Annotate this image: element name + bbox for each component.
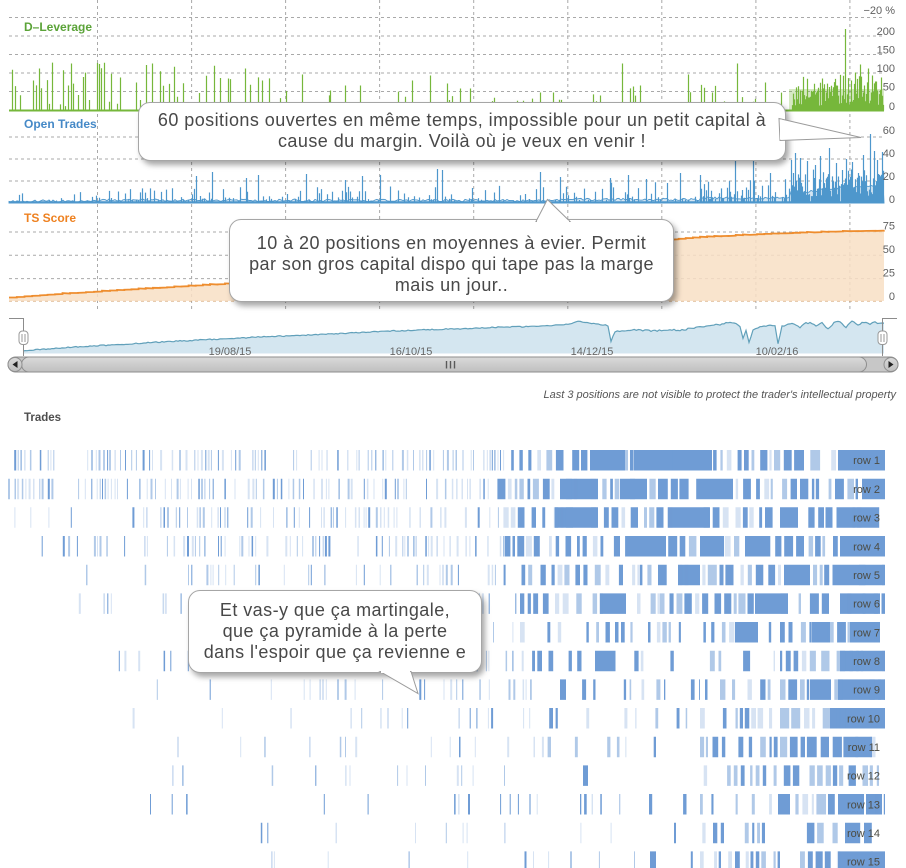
svg-text:row 6: row 6: [853, 599, 880, 611]
svg-text:row 12: row 12: [847, 771, 880, 783]
svg-text:0: 0: [889, 291, 895, 303]
svg-text:50: 50: [883, 82, 895, 94]
svg-text:100: 100: [877, 63, 895, 75]
svg-text:10/02/16: 10/02/16: [756, 346, 799, 358]
svg-text:row 11: row 11: [848, 742, 880, 754]
svg-text:75: 75: [883, 221, 895, 233]
svg-text:row 1: row 1: [853, 455, 880, 467]
svg-text:D–Leverage: D–Leverage: [24, 20, 92, 34]
svg-text:0: 0: [889, 101, 895, 113]
svg-text:16/10/15: 16/10/15: [390, 346, 433, 358]
svg-text:row 15: row 15: [847, 857, 880, 868]
svg-text:row 9: row 9: [853, 685, 880, 697]
svg-text:Open Trades: Open Trades: [24, 117, 97, 131]
svg-text:row 5: row 5: [853, 570, 880, 582]
svg-text:50: 50: [883, 244, 895, 256]
svg-text:0: 0: [889, 194, 895, 206]
svg-text:row 4: row 4: [853, 541, 880, 553]
svg-text:−20 %: −20 %: [864, 5, 896, 17]
svg-text:TS Score: TS Score: [24, 211, 76, 225]
svg-text:20: 20: [883, 171, 895, 183]
svg-text:60: 60: [883, 125, 895, 137]
svg-text:150: 150: [877, 45, 895, 57]
svg-text:14/12/15: 14/12/15: [571, 346, 614, 358]
svg-text:row 14: row 14: [847, 828, 880, 840]
svg-text:row 2: row 2: [853, 484, 880, 496]
svg-text:row 13: row 13: [847, 799, 880, 811]
svg-text:25: 25: [883, 268, 895, 280]
svg-text:19/08/15: 19/08/15: [209, 346, 252, 358]
svg-text:row 7: row 7: [853, 627, 880, 639]
svg-text:40: 40: [883, 148, 895, 160]
svg-text:row 3: row 3: [853, 513, 880, 525]
svg-text:200: 200: [877, 26, 895, 38]
svg-text:row 10: row 10: [847, 713, 880, 725]
svg-text:row 8: row 8: [853, 656, 880, 668]
